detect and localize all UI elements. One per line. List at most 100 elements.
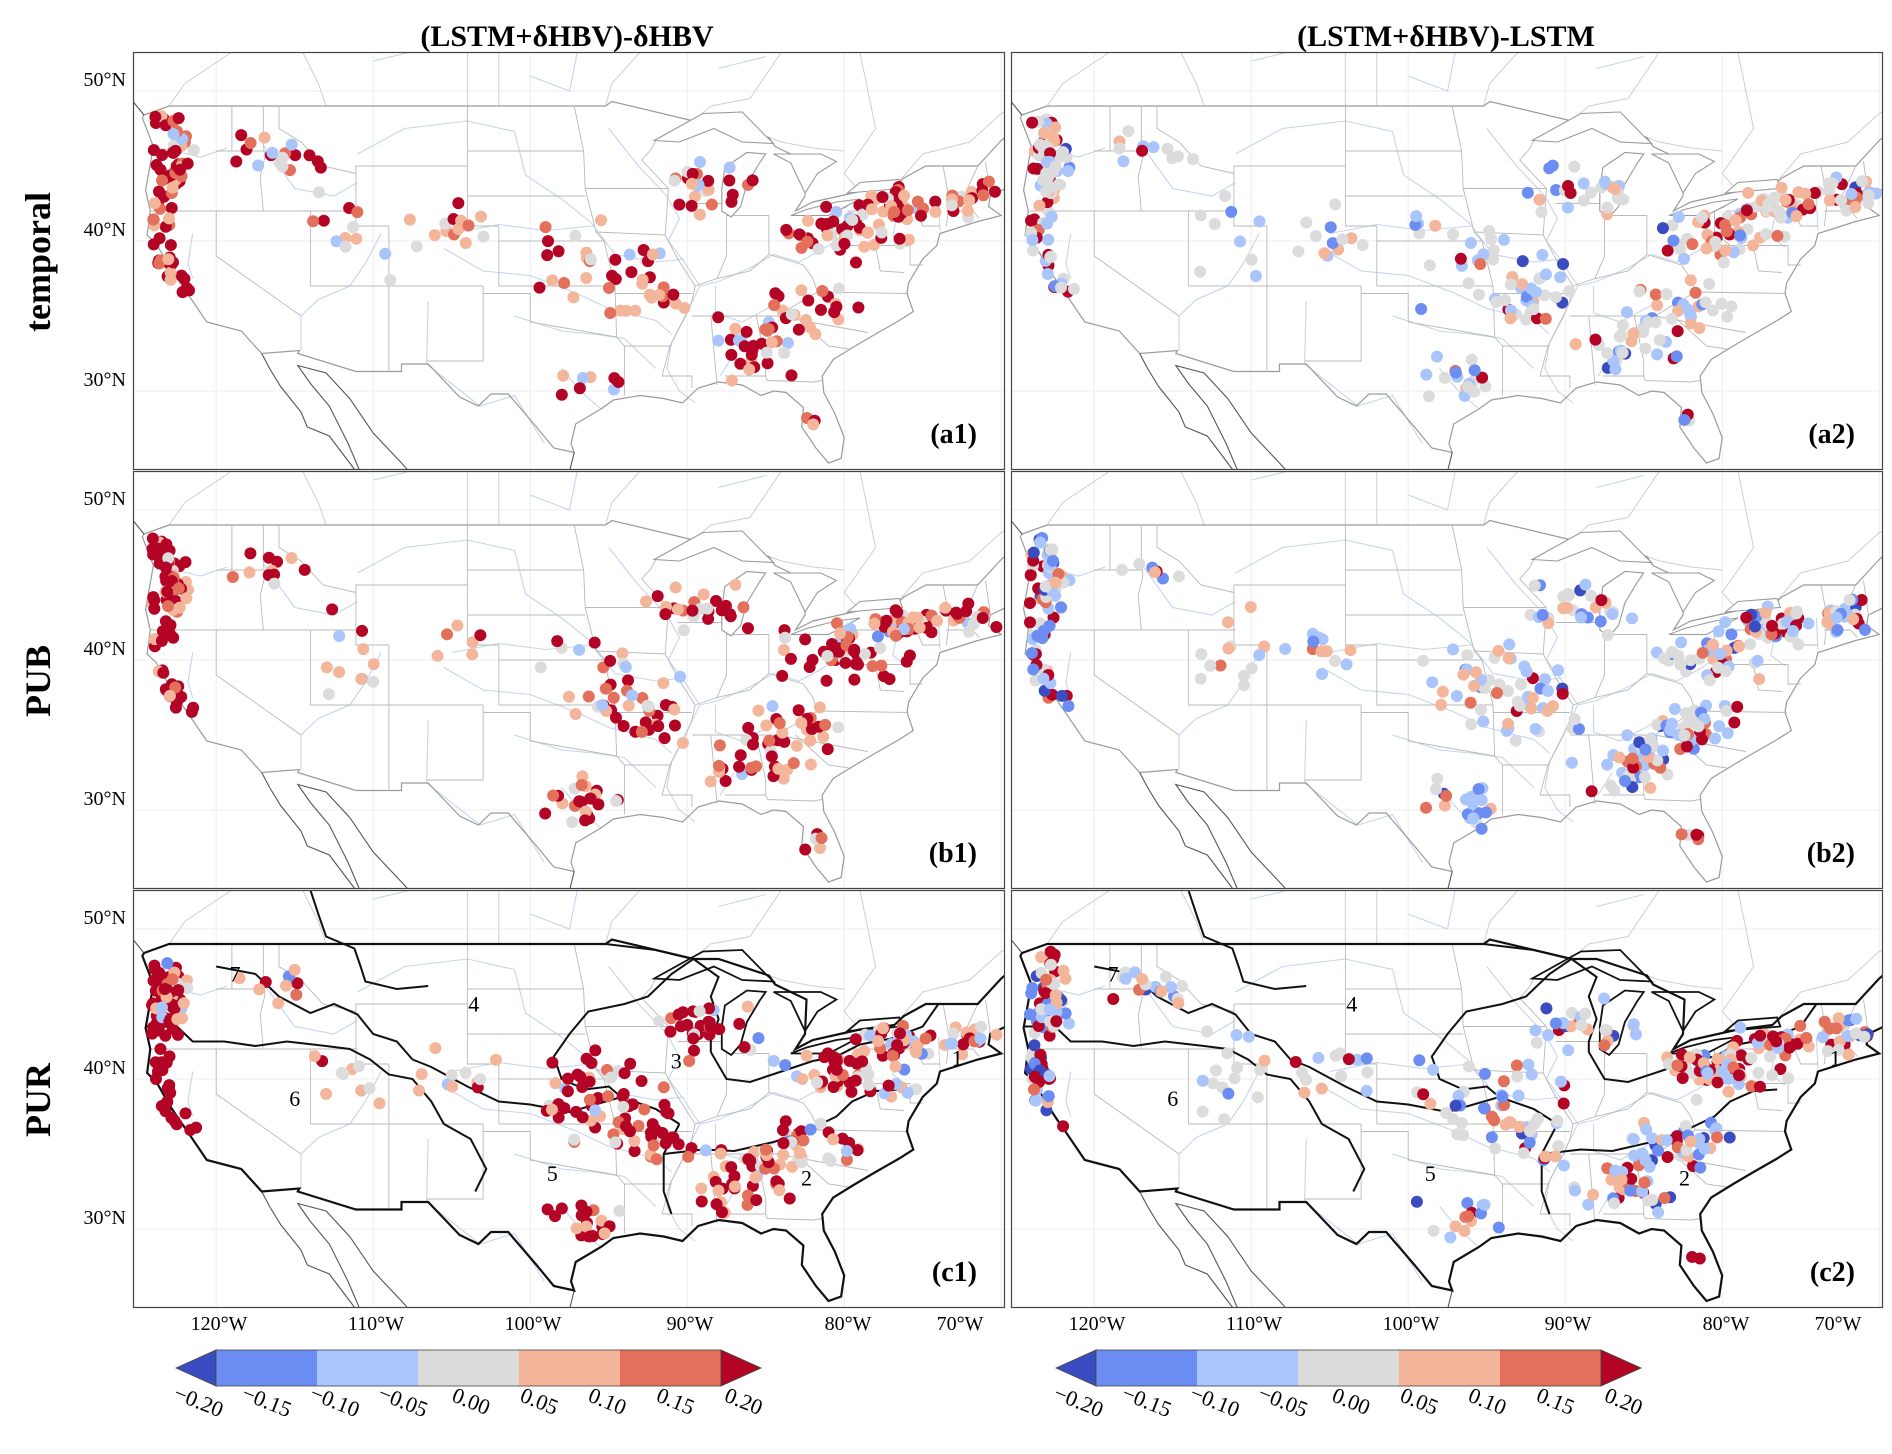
station-marker bbox=[785, 308, 798, 321]
station-marker bbox=[1501, 684, 1514, 697]
station-marker bbox=[1222, 1087, 1235, 1100]
station-marker bbox=[1466, 797, 1479, 810]
station-marker bbox=[1816, 1031, 1829, 1044]
map-panel-a1: (a1) bbox=[132, 51, 1006, 471]
gulf-coastline bbox=[569, 452, 575, 470]
station-marker bbox=[308, 1050, 321, 1063]
station-marker bbox=[1598, 1039, 1611, 1052]
station-marker bbox=[695, 1182, 708, 1195]
station-marker bbox=[1312, 1051, 1325, 1064]
station-marker bbox=[574, 1070, 587, 1083]
station-marker bbox=[1136, 144, 1149, 157]
station-marker bbox=[1477, 248, 1490, 261]
station-marker bbox=[767, 1054, 780, 1067]
station-marker bbox=[1689, 286, 1702, 299]
station-marker bbox=[1447, 643, 1460, 656]
station-marker bbox=[675, 1020, 688, 1033]
station-marker bbox=[609, 1136, 622, 1149]
station-marker bbox=[166, 146, 179, 159]
station-marker bbox=[307, 215, 320, 228]
station-marker bbox=[702, 174, 715, 187]
station-marker bbox=[1670, 350, 1683, 363]
station-marker bbox=[1831, 624, 1844, 637]
station-marker bbox=[1462, 1210, 1475, 1223]
station-marker bbox=[812, 243, 825, 256]
station-marker bbox=[848, 643, 861, 656]
station-marker bbox=[1627, 1133, 1640, 1146]
station-marker bbox=[1729, 214, 1742, 227]
station-marker bbox=[1611, 192, 1624, 205]
station-marker bbox=[1677, 252, 1690, 265]
station-marker bbox=[779, 1059, 792, 1072]
station-marker bbox=[1478, 1198, 1491, 1211]
station-marker bbox=[1554, 1075, 1567, 1088]
station-marker bbox=[1525, 1068, 1538, 1081]
station-marker bbox=[1502, 652, 1515, 665]
station-marker bbox=[1711, 1052, 1724, 1065]
station-marker bbox=[624, 1057, 637, 1070]
station-marker bbox=[1575, 611, 1588, 624]
station-marker bbox=[575, 779, 588, 792]
station-marker bbox=[1794, 1019, 1807, 1032]
station-marker bbox=[1447, 228, 1460, 241]
station-marker bbox=[474, 629, 487, 642]
station-marker bbox=[1680, 740, 1693, 753]
lon-tick-100: 100°W bbox=[1383, 1313, 1440, 1335]
station-marker bbox=[1766, 1069, 1779, 1082]
station-marker bbox=[1513, 699, 1526, 712]
station-marker bbox=[653, 288, 666, 301]
station-marker bbox=[347, 220, 360, 233]
panel-frame bbox=[1010, 51, 1884, 471]
colorbar-segment bbox=[1500, 1350, 1601, 1386]
station-marker bbox=[617, 1100, 630, 1113]
station-marker bbox=[827, 1133, 840, 1146]
station-marker bbox=[1709, 732, 1722, 745]
station-marker bbox=[799, 633, 812, 646]
station-marker bbox=[664, 1025, 677, 1038]
station-marker bbox=[1221, 1047, 1234, 1060]
station-marker bbox=[1562, 587, 1575, 600]
station-marker bbox=[1429, 783, 1442, 796]
station-marker bbox=[1684, 317, 1697, 330]
station-marker bbox=[156, 174, 169, 187]
station-marker bbox=[546, 274, 559, 287]
station-marker bbox=[822, 1152, 835, 1165]
station-marker bbox=[1477, 715, 1490, 728]
station-marker bbox=[1541, 684, 1554, 697]
station-marker bbox=[874, 641, 887, 654]
station-marker bbox=[446, 1080, 459, 1093]
station-marker bbox=[674, 670, 687, 683]
station-marker bbox=[171, 1013, 184, 1026]
mexico-coastline bbox=[1139, 1191, 1287, 1308]
station-marker bbox=[164, 273, 177, 286]
station-marker bbox=[333, 630, 346, 643]
lon-tick-80: 80°W bbox=[1703, 1313, 1750, 1335]
station-marker bbox=[384, 274, 397, 287]
station-marker bbox=[797, 1134, 810, 1147]
station-marker bbox=[1748, 620, 1761, 633]
station-marker bbox=[650, 1153, 663, 1166]
region-number-7: 7 bbox=[230, 962, 241, 987]
station-marker bbox=[1497, 1075, 1510, 1088]
station-marker bbox=[589, 1104, 602, 1117]
station-marker bbox=[1431, 772, 1444, 785]
station-marker bbox=[1821, 616, 1834, 629]
station-marker bbox=[1451, 1128, 1464, 1141]
station-marker bbox=[1565, 756, 1578, 769]
us-outline bbox=[141, 519, 1005, 883]
station-marker bbox=[1057, 1120, 1070, 1133]
station-marker bbox=[1329, 654, 1342, 667]
station-marker bbox=[1457, 668, 1470, 681]
station-marker bbox=[1775, 181, 1788, 194]
station-marker bbox=[1033, 199, 1046, 212]
station-marker bbox=[539, 221, 552, 234]
station-marker bbox=[712, 311, 725, 324]
station-marker bbox=[1657, 652, 1670, 665]
station-marker bbox=[162, 552, 175, 565]
station-marker bbox=[668, 719, 681, 732]
station-marker bbox=[725, 348, 738, 361]
station-marker bbox=[1234, 235, 1247, 248]
station-marker bbox=[815, 832, 828, 845]
station-marker bbox=[832, 721, 845, 734]
